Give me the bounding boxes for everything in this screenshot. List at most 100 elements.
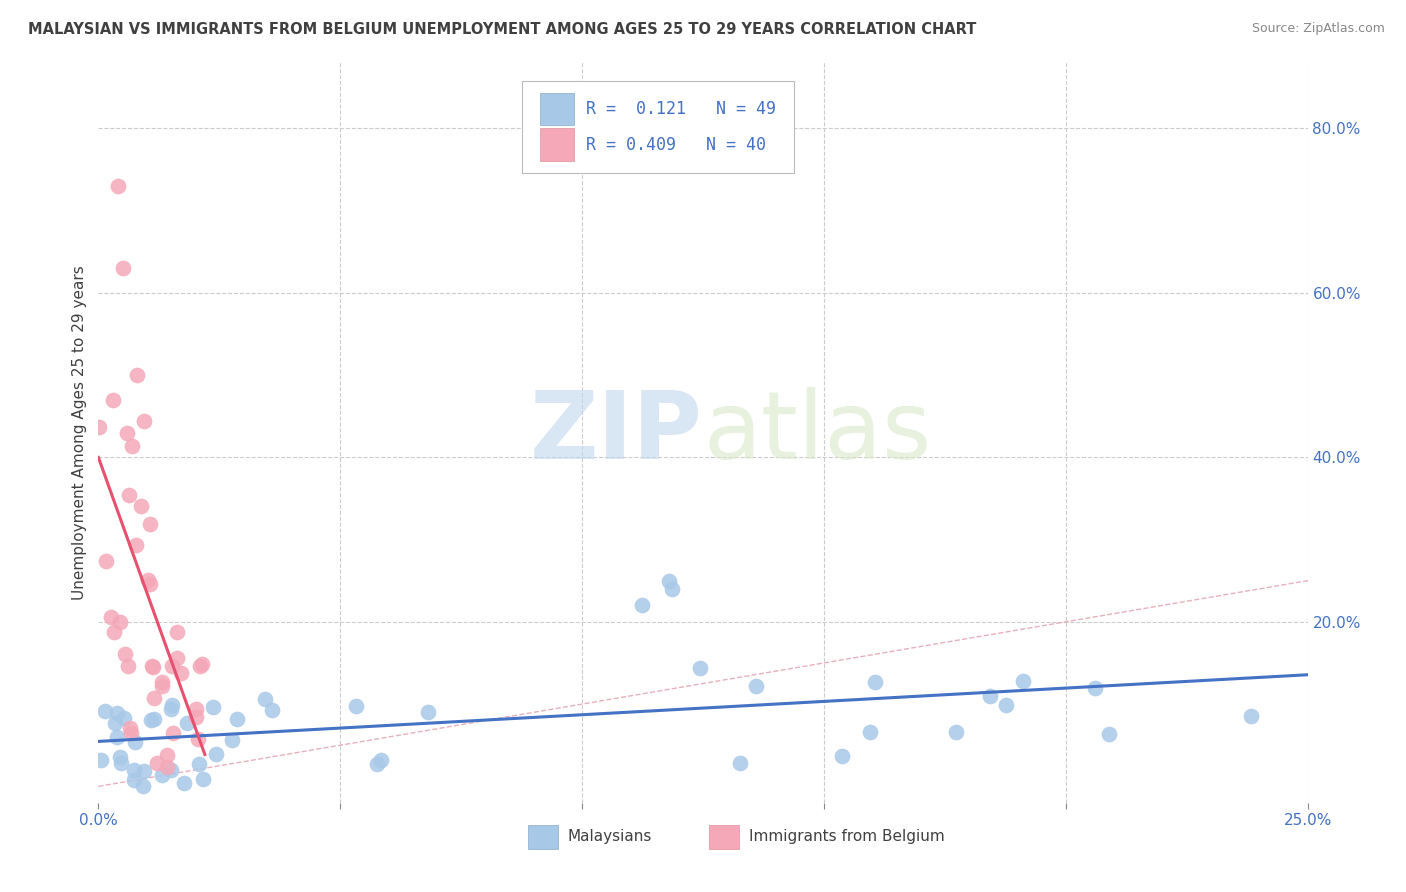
Point xyxy=(103,624,125,639)
Point xyxy=(121,439,143,453)
Point xyxy=(160,763,183,777)
Point xyxy=(156,747,179,762)
Point xyxy=(122,773,145,788)
Point xyxy=(162,698,184,713)
Point xyxy=(127,368,149,382)
Point xyxy=(89,420,111,434)
Point xyxy=(344,699,367,714)
Point xyxy=(166,651,188,665)
Point xyxy=(156,760,179,774)
Point xyxy=(366,756,388,771)
Point xyxy=(184,710,207,724)
Point xyxy=(979,690,1001,704)
Point xyxy=(139,517,162,532)
Point xyxy=(630,599,652,613)
Point xyxy=(162,725,184,739)
Point xyxy=(90,753,112,767)
Point xyxy=(191,657,214,671)
Point xyxy=(1098,727,1121,741)
Point xyxy=(136,573,159,587)
Point xyxy=(132,414,155,428)
Point xyxy=(120,721,142,735)
Text: atlas: atlas xyxy=(703,386,931,479)
Point xyxy=(150,679,173,693)
Point xyxy=(143,690,166,705)
Point xyxy=(132,779,155,793)
Point xyxy=(187,732,209,747)
Point xyxy=(111,261,134,276)
Point xyxy=(94,554,117,568)
Point xyxy=(122,763,145,777)
Point xyxy=(188,757,211,772)
Point xyxy=(110,615,132,629)
FancyBboxPatch shape xyxy=(540,128,574,161)
Point xyxy=(863,675,886,690)
Point xyxy=(661,582,683,596)
Text: Malaysians: Malaysians xyxy=(568,830,652,845)
Point xyxy=(744,679,766,693)
Point xyxy=(204,747,226,762)
Point xyxy=(141,658,163,673)
Point xyxy=(118,487,141,501)
Text: Immigrants from Belgium: Immigrants from Belgium xyxy=(749,830,945,845)
Point xyxy=(105,706,128,720)
Point xyxy=(139,577,162,591)
Point xyxy=(173,775,195,789)
Point xyxy=(142,712,165,726)
Point xyxy=(110,750,132,764)
Point xyxy=(859,724,882,739)
Point xyxy=(160,658,183,673)
Y-axis label: Unemployment Among Ages 25 to 29 years: Unemployment Among Ages 25 to 29 years xyxy=(72,265,87,600)
Point xyxy=(146,756,169,771)
Point xyxy=(129,499,152,513)
Point xyxy=(166,625,188,640)
Point xyxy=(994,698,1017,713)
Point xyxy=(418,705,440,719)
Point xyxy=(1084,681,1107,695)
Point xyxy=(124,735,146,749)
Point xyxy=(176,715,198,730)
Point xyxy=(107,178,129,193)
FancyBboxPatch shape xyxy=(527,825,558,848)
Point xyxy=(225,712,247,726)
Point xyxy=(831,749,853,764)
Point xyxy=(689,661,711,675)
Point xyxy=(150,674,173,689)
Text: MALAYSIAN VS IMMIGRANTS FROM BELGIUM UNEMPLOYMENT AMONG AGES 25 TO 29 YEARS CORR: MALAYSIAN VS IMMIGRANTS FROM BELGIUM UNE… xyxy=(28,22,977,37)
Point xyxy=(1239,708,1261,723)
Point xyxy=(221,733,243,747)
Point xyxy=(370,753,392,767)
FancyBboxPatch shape xyxy=(522,81,793,173)
Point xyxy=(202,699,225,714)
Point xyxy=(150,768,173,782)
Point xyxy=(139,714,162,728)
Text: R =  0.121   N = 49: R = 0.121 N = 49 xyxy=(586,100,776,118)
Point xyxy=(112,711,135,725)
Text: R = 0.409   N = 40: R = 0.409 N = 40 xyxy=(586,136,766,153)
Point xyxy=(262,703,284,717)
Point xyxy=(94,704,117,718)
Text: Source: ZipAtlas.com: Source: ZipAtlas.com xyxy=(1251,22,1385,36)
Point xyxy=(253,692,276,706)
Point xyxy=(101,392,124,407)
Point xyxy=(120,726,142,740)
FancyBboxPatch shape xyxy=(540,93,574,126)
Point xyxy=(184,702,207,716)
Point xyxy=(117,659,139,673)
Point xyxy=(105,730,128,744)
Point xyxy=(188,658,211,673)
Text: ZIP: ZIP xyxy=(530,386,703,479)
FancyBboxPatch shape xyxy=(709,825,740,848)
Point xyxy=(100,610,122,624)
Point xyxy=(132,764,155,779)
Point xyxy=(117,425,139,440)
Point xyxy=(114,647,136,661)
Point xyxy=(142,660,165,674)
Point xyxy=(1011,674,1033,689)
Point xyxy=(110,756,132,771)
Point xyxy=(104,715,127,730)
Point xyxy=(945,725,967,739)
Point xyxy=(170,665,193,680)
Point xyxy=(658,574,681,588)
Point xyxy=(159,702,181,716)
